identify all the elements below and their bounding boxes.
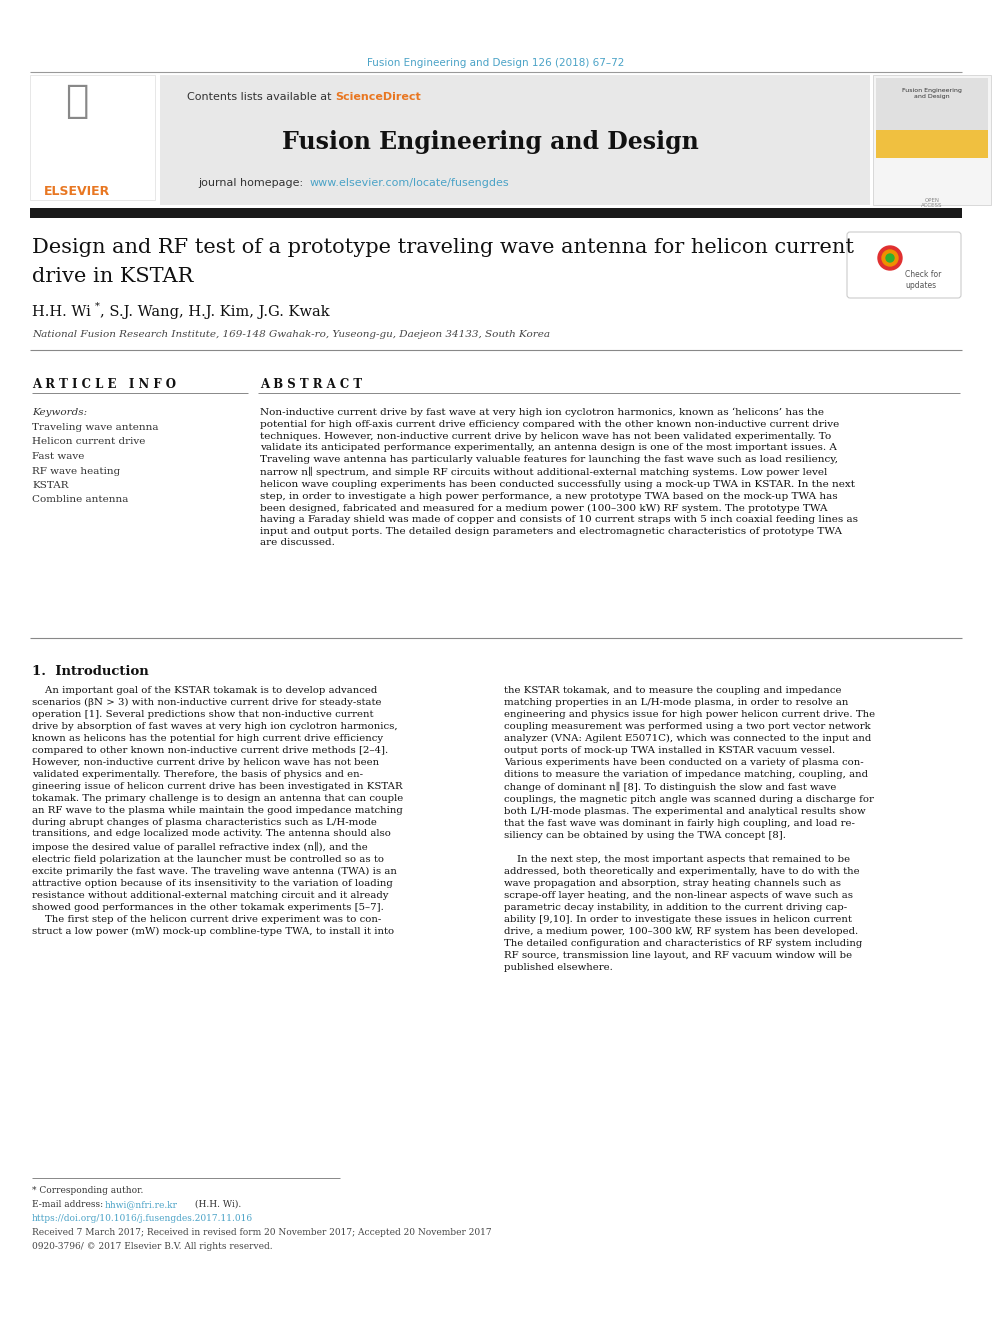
Text: National Fusion Research Institute, 169-148 Gwahak-ro, Yuseong-gu, Daejeon 34133: National Fusion Research Institute, 169-… — [32, 329, 550, 339]
Text: journal homepage:: journal homepage: — [197, 179, 310, 188]
Text: * Corresponding author.: * Corresponding author. — [32, 1185, 144, 1195]
Text: drive in KSTAR: drive in KSTAR — [32, 267, 193, 286]
Text: Combline antenna: Combline antenna — [32, 496, 128, 504]
Text: Keywords:: Keywords: — [32, 407, 87, 417]
Text: OPEN
ACCESS: OPEN ACCESS — [922, 198, 942, 209]
Text: Contents lists available at: Contents lists available at — [187, 93, 335, 102]
Bar — [873, 75, 991, 205]
Text: A B S T R A C T: A B S T R A C T — [260, 378, 362, 392]
Bar — [876, 130, 988, 157]
Bar — [160, 75, 870, 205]
Bar — [876, 78, 988, 157]
Text: 0920-3796/ © 2017 Elsevier B.V. All rights reserved.: 0920-3796/ © 2017 Elsevier B.V. All righ… — [32, 1242, 273, 1252]
Text: E-mail address:: E-mail address: — [32, 1200, 106, 1209]
Text: www.elsevier.com/locate/fusengdes: www.elsevier.com/locate/fusengdes — [310, 179, 510, 188]
Text: (H.H. Wi).: (H.H. Wi). — [192, 1200, 241, 1209]
Text: Check for
updates: Check for updates — [905, 270, 941, 290]
Text: Helicon current drive: Helicon current drive — [32, 438, 146, 446]
Bar — [30, 75, 155, 200]
Text: , S.J. Wang, H.J. Kim, J.G. Kwak: , S.J. Wang, H.J. Kim, J.G. Kwak — [100, 306, 329, 319]
Text: 🌳: 🌳 — [65, 82, 88, 120]
Text: Fast wave: Fast wave — [32, 452, 84, 460]
Text: Fusion Engineering and Design 126 (2018) 67–72: Fusion Engineering and Design 126 (2018)… — [367, 58, 625, 67]
Text: the KSTAR tokamak, and to measure the coupling and impedance
matching properties: the KSTAR tokamak, and to measure the co… — [504, 687, 875, 971]
Text: Non-inductive current drive by fast wave at very high ion cyclotron harmonics, k: Non-inductive current drive by fast wave… — [260, 407, 858, 548]
Circle shape — [882, 250, 898, 266]
Text: A R T I C L E   I N F O: A R T I C L E I N F O — [32, 378, 176, 392]
FancyBboxPatch shape — [847, 232, 961, 298]
Text: ELSEVIER: ELSEVIER — [44, 185, 110, 198]
Circle shape — [878, 246, 902, 270]
Text: Fusion Engineering
and Design: Fusion Engineering and Design — [902, 89, 962, 99]
Text: *: * — [95, 302, 100, 311]
Text: Traveling wave antenna: Traveling wave antenna — [32, 423, 159, 433]
Text: Fusion Engineering and Design: Fusion Engineering and Design — [282, 130, 698, 153]
Text: 1.  Introduction: 1. Introduction — [32, 665, 149, 677]
Text: Design and RF test of a prototype traveling wave antenna for helicon current: Design and RF test of a prototype travel… — [32, 238, 854, 257]
Text: hhwi@nfri.re.kr: hhwi@nfri.re.kr — [105, 1200, 178, 1209]
Text: ScienceDirect: ScienceDirect — [335, 93, 421, 102]
Text: An important goal of the KSTAR tokamak is to develop advanced
scenarios (βN > 3): An important goal of the KSTAR tokamak i… — [32, 687, 404, 937]
Text: Received 7 March 2017; Received in revised form 20 November 2017; Accepted 20 No: Received 7 March 2017; Received in revis… — [32, 1228, 492, 1237]
Text: https://doi.org/10.1016/j.fusengdes.2017.11.016: https://doi.org/10.1016/j.fusengdes.2017… — [32, 1215, 253, 1222]
Circle shape — [886, 254, 894, 262]
Text: KSTAR: KSTAR — [32, 482, 68, 490]
Text: RF wave heating: RF wave heating — [32, 467, 120, 475]
Bar — [30, 208, 962, 218]
Text: H.H. Wi: H.H. Wi — [32, 306, 91, 319]
